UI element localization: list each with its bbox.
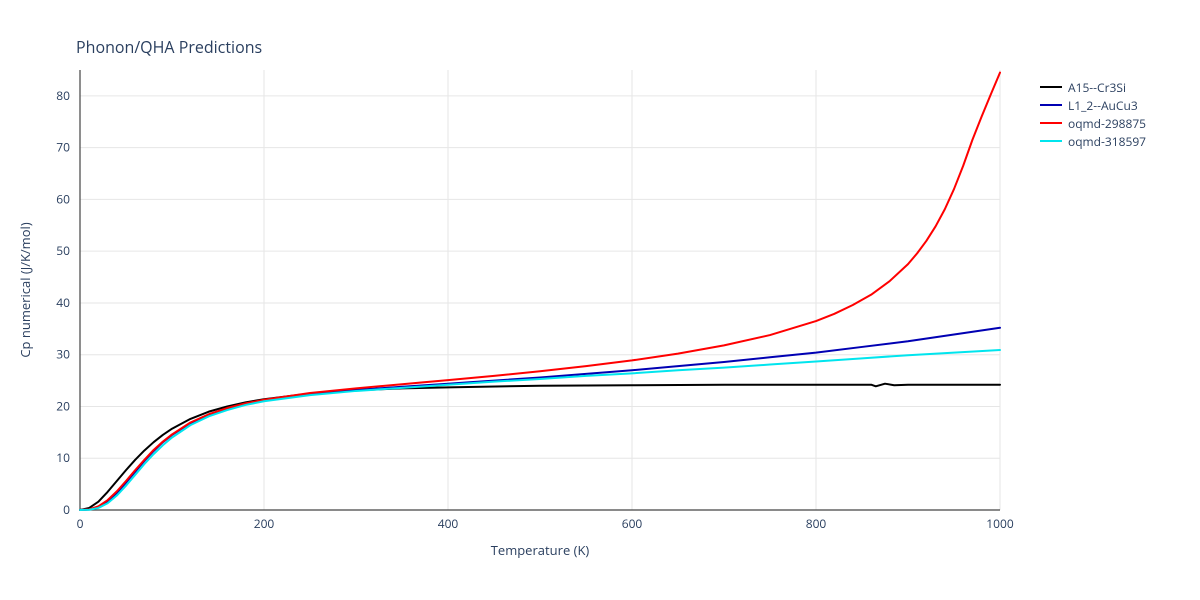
- legend-label: oqmd-318597: [1068, 133, 1146, 150]
- series-line: [80, 384, 1000, 510]
- x-tick-label: 0: [77, 515, 84, 532]
- legend-label: oqmd-298875: [1068, 115, 1146, 132]
- y-tick-label: 0: [63, 501, 70, 518]
- legend-label: L1_2--AuCu3: [1068, 97, 1138, 114]
- legend-item[interactable]: oqmd-298875: [1040, 114, 1146, 132]
- y-tick-label: 80: [56, 87, 70, 104]
- y-tick-label: 10: [56, 449, 70, 466]
- x-tick-label: 800: [806, 515, 827, 532]
- y-tick-label: 40: [56, 294, 70, 311]
- y-tick-label: 60: [56, 190, 70, 207]
- legend-swatch: [1040, 104, 1062, 106]
- chart-legend: A15--Cr3SiL1_2--AuCu3oqmd-298875oqmd-318…: [1040, 78, 1146, 150]
- series-line: [80, 73, 1000, 510]
- y-tick-label: 50: [56, 242, 70, 259]
- y-tick-label: 20: [56, 397, 70, 414]
- x-tick-label: 400: [438, 515, 459, 532]
- series-line: [80, 350, 1000, 510]
- legend-label: A15--Cr3Si: [1068, 79, 1126, 96]
- x-axis-label: Temperature (K): [491, 541, 590, 559]
- legend-swatch: [1040, 86, 1062, 88]
- y-axis-label: Cp numerical (J/K/mol): [16, 222, 34, 357]
- chart-plot-area: 0 200 400 600 800 1000 0 10 20 30 40 50 60 70 80 Temper…: [0, 0, 1200, 600]
- y-tick-label: 30: [56, 346, 70, 363]
- y-tick-label: 70: [56, 139, 70, 156]
- legend-item[interactable]: oqmd-318597: [1040, 132, 1146, 150]
- x-tick-label: 200: [254, 515, 275, 532]
- x-tick-label: 600: [622, 515, 643, 532]
- legend-swatch: [1040, 122, 1062, 124]
- x-tick-label: 1000: [986, 515, 1014, 532]
- legend-swatch: [1040, 140, 1062, 142]
- legend-item[interactable]: A15--Cr3Si: [1040, 78, 1146, 96]
- legend-item[interactable]: L1_2--AuCu3: [1040, 96, 1146, 114]
